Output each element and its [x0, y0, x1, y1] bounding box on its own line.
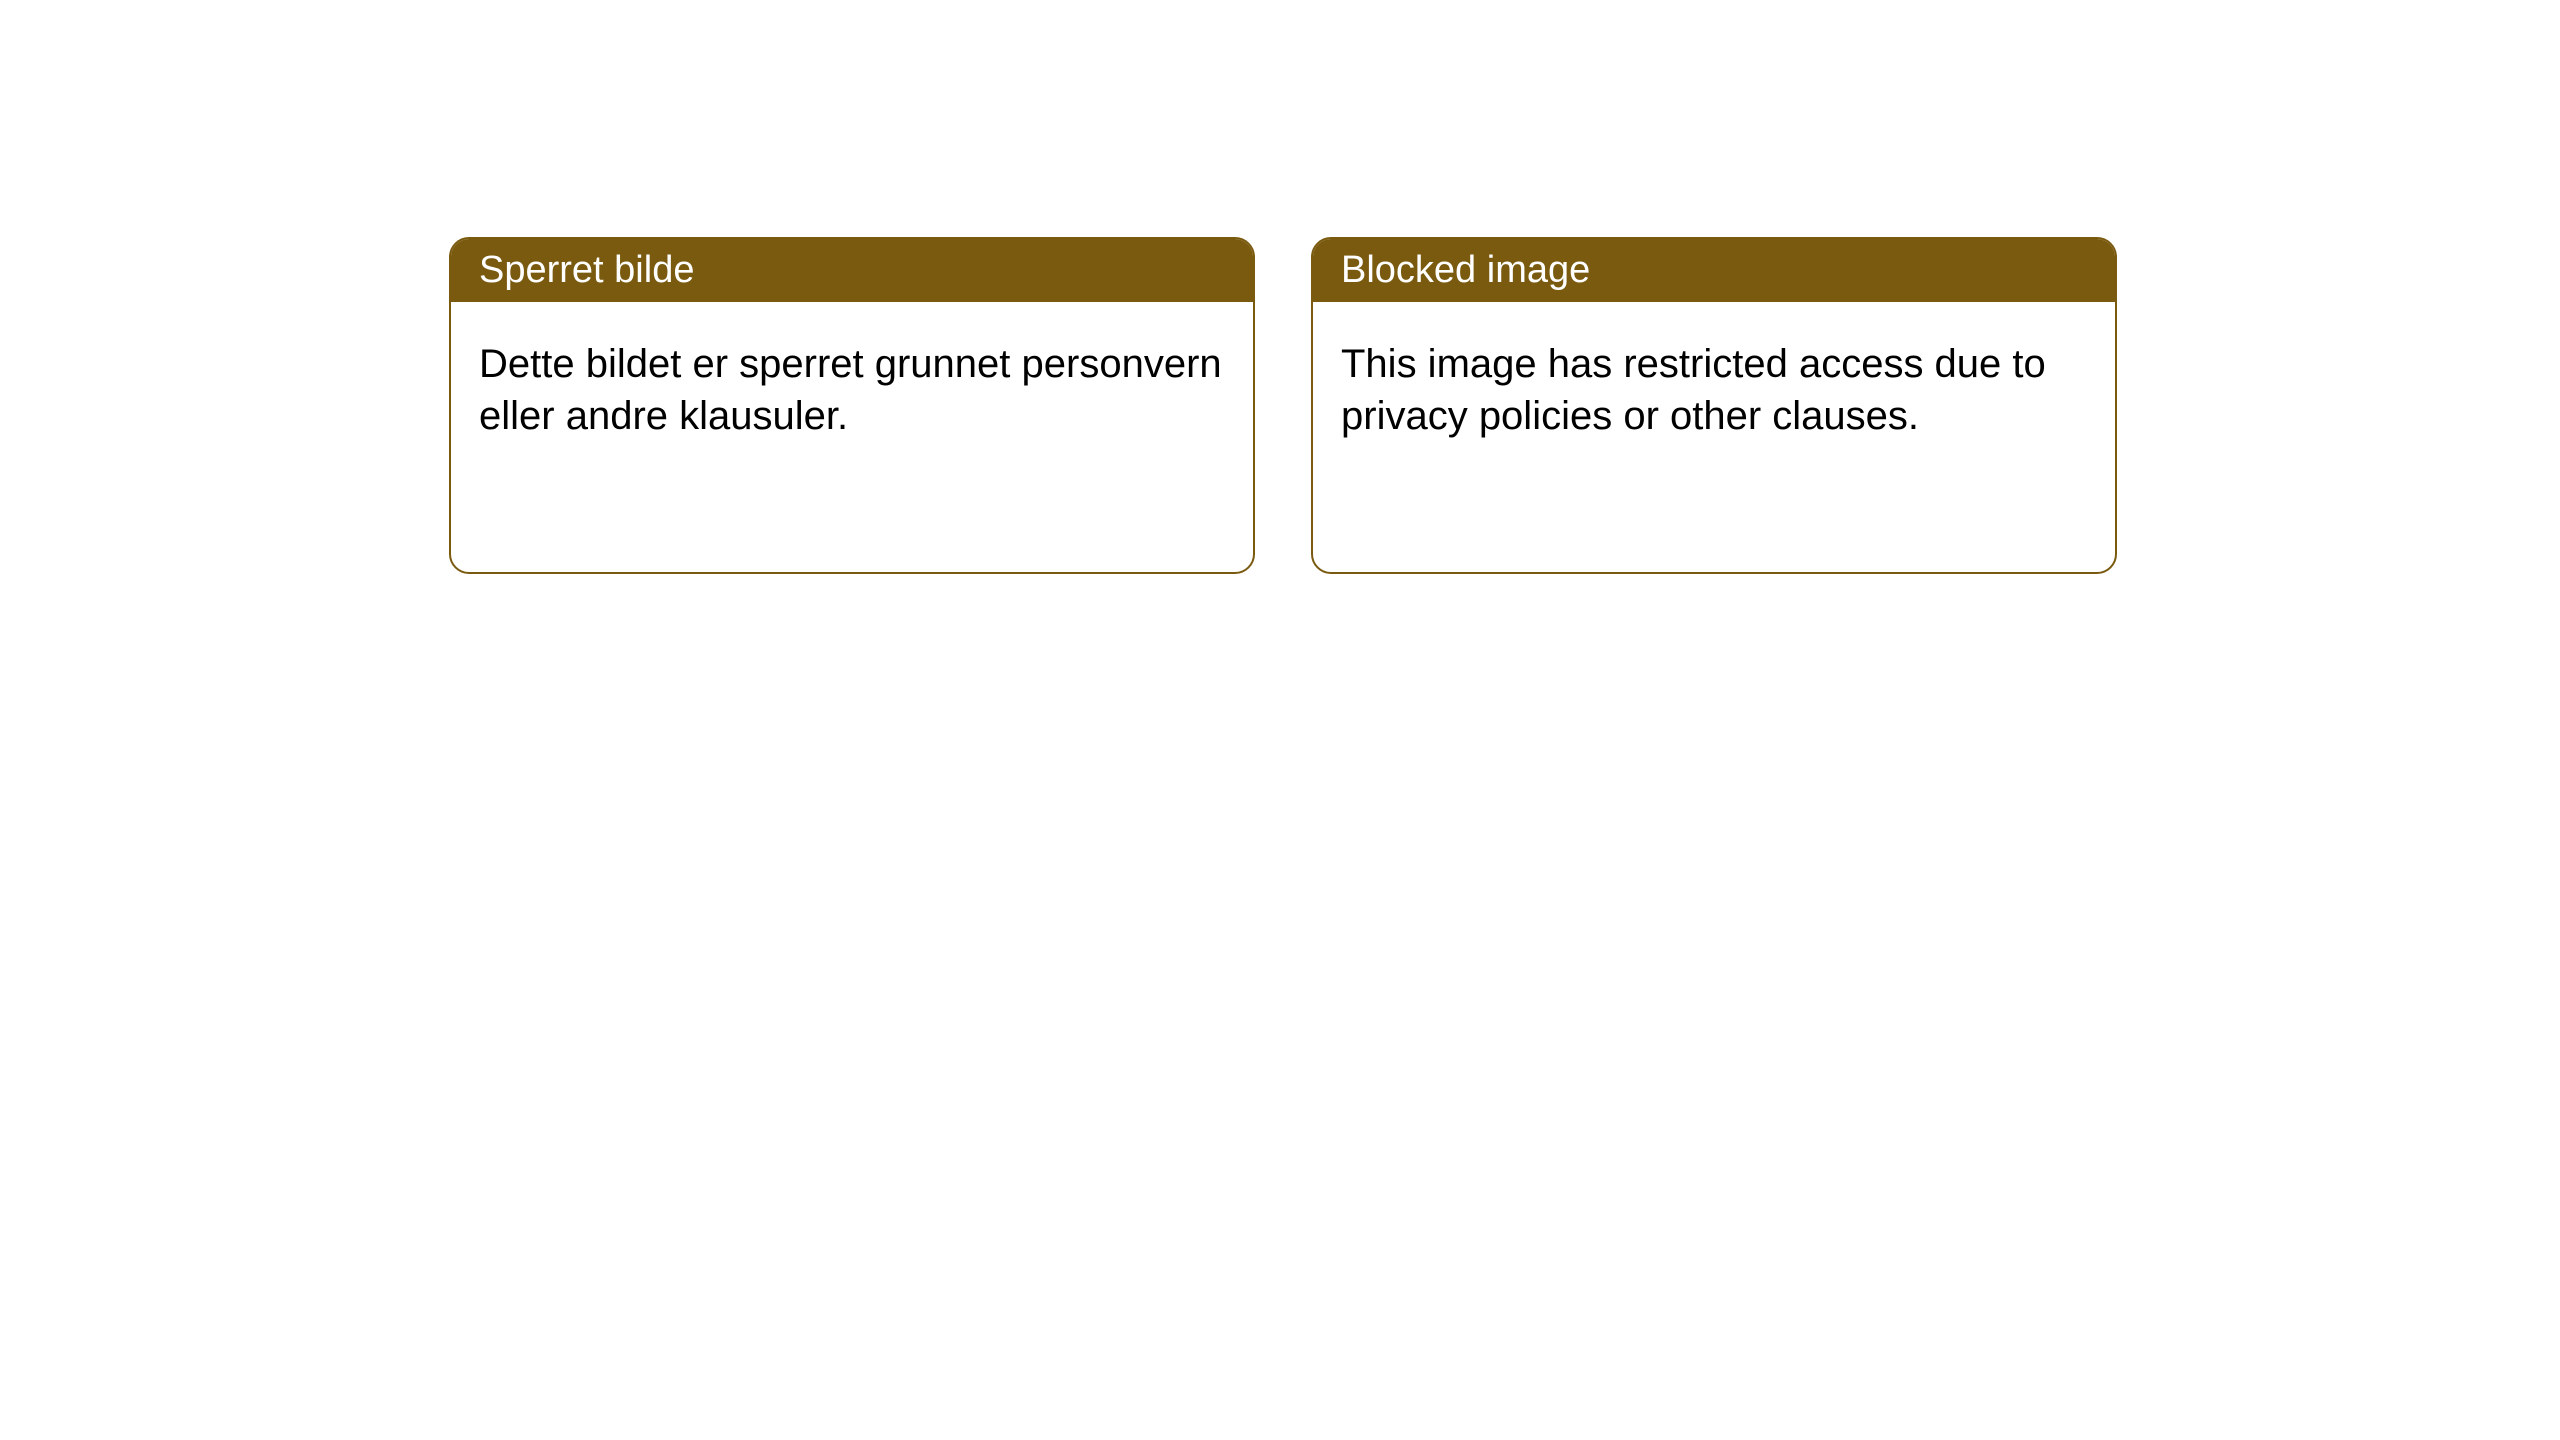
card-body: Dette bildet er sperret grunnet personve…: [451, 302, 1253, 478]
card-header: Sperret bilde: [451, 239, 1253, 302]
card-header: Blocked image: [1313, 239, 2115, 302]
blocked-image-card-en: Blocked image This image has restricted …: [1311, 237, 2117, 574]
card-body: This image has restricted access due to …: [1313, 302, 2115, 478]
notice-container: Sperret bilde Dette bildet er sperret gr…: [0, 0, 2560, 574]
card-message: This image has restricted access due to …: [1341, 342, 2046, 438]
blocked-image-card-no: Sperret bilde Dette bildet er sperret gr…: [449, 237, 1255, 574]
card-message: Dette bildet er sperret grunnet personve…: [479, 342, 1222, 438]
card-title: Sperret bilde: [479, 249, 694, 291]
card-title: Blocked image: [1341, 249, 1590, 291]
